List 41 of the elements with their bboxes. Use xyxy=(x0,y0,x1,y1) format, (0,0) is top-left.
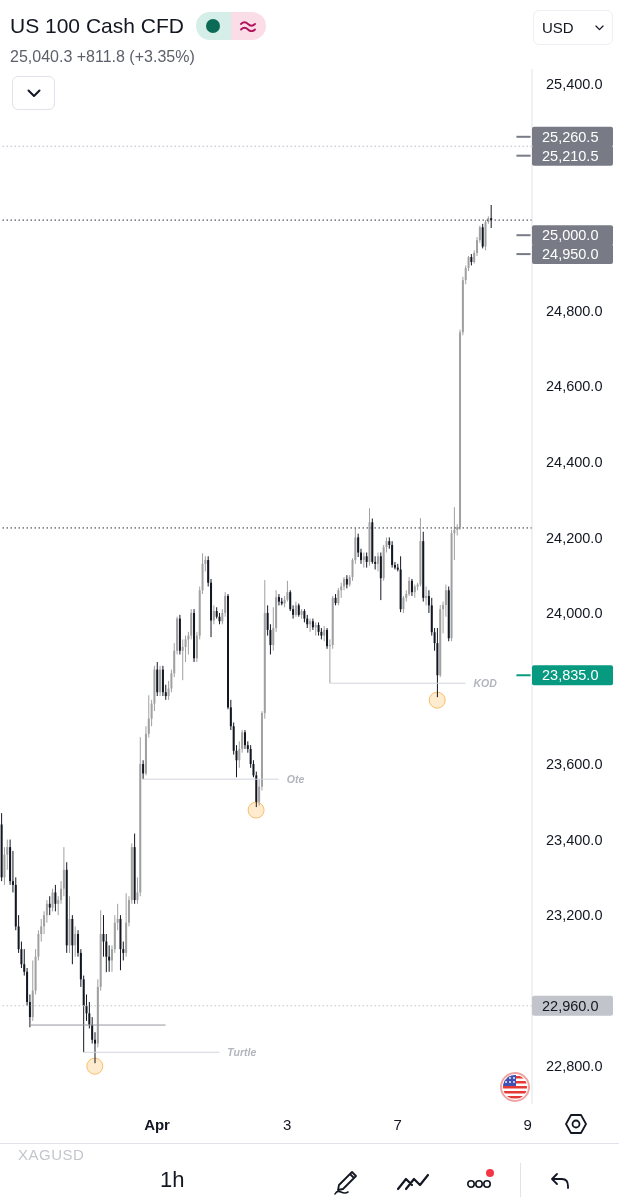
ref-line-label: 25,000.0 xyxy=(542,227,599,244)
y-tick-label: 24,000.0 xyxy=(546,605,603,622)
x-tick-label: 7 xyxy=(393,1115,402,1133)
x-tick-label: 9 xyxy=(523,1115,532,1133)
candlestick xyxy=(277,593,280,606)
ref-line-label: KOD xyxy=(473,677,498,690)
ref-line-label: 24,950.0 xyxy=(542,246,599,263)
text: 1h xyxy=(160,1167,185,1193)
ref-line-label: 25,260.5 xyxy=(542,128,599,145)
y-tick-label: 25,400.0 xyxy=(546,76,603,93)
x-tick-label: Apr xyxy=(144,1115,171,1133)
text: USD xyxy=(542,19,574,36)
candlestick xyxy=(142,759,145,780)
y-tick-label: 23,400.0 xyxy=(546,831,603,848)
y-tick-label: 24,600.0 xyxy=(546,378,603,395)
candlestick xyxy=(212,604,215,625)
candlestick xyxy=(102,914,105,958)
ref-line-label: Turtle xyxy=(227,1046,257,1059)
candlestick xyxy=(48,895,51,916)
candlestick xyxy=(286,580,289,603)
y-tick-label: 24,400.0 xyxy=(546,453,603,470)
chart-subtitle: 25,040.3 +811.8 (+3.35%) xyxy=(10,48,195,66)
x-tick-label: 3 xyxy=(283,1115,292,1133)
candlestick xyxy=(51,888,54,912)
y-tick-label: 24,200.0 xyxy=(546,529,603,546)
ref-line-label: 23,835.0 xyxy=(542,667,599,684)
y-tick-label: 24,800.0 xyxy=(546,302,603,319)
y-tick-label: 23,600.0 xyxy=(546,756,603,773)
candlestick xyxy=(391,540,394,569)
ref-line-label: 25,210.5 xyxy=(542,147,599,164)
ref-line-label: 22,960.0 xyxy=(542,997,599,1014)
candlestick xyxy=(3,846,6,886)
candlestick xyxy=(243,729,246,750)
candlestick xyxy=(54,884,57,912)
y-tick-label: 23,200.0 xyxy=(546,907,603,924)
candlestick xyxy=(184,635,187,663)
y-tick-label: 22,800.0 xyxy=(546,1058,603,1075)
ref-line-label: Ote xyxy=(286,773,305,786)
candlestick xyxy=(181,638,184,681)
chart-title: US 100 Cash CFD xyxy=(10,14,184,38)
text: XAGUSD xyxy=(18,1146,85,1163)
